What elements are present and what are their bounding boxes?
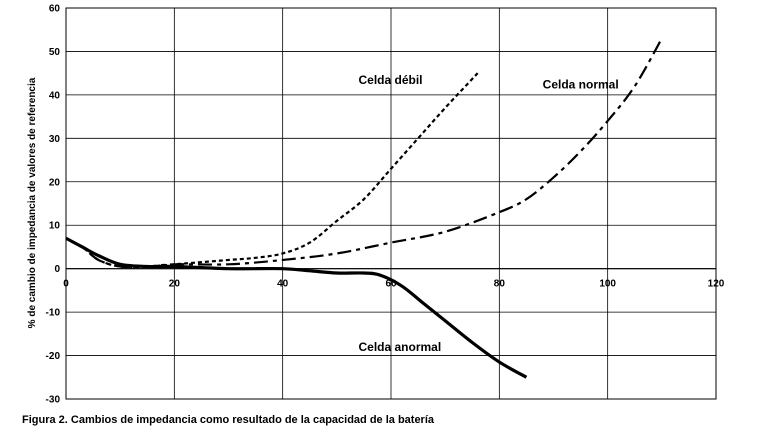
impedance-chart: 0 20 40 60 80 100 120 -30 -20 -10 0 10 20 30 40 50 60 C…: [27, 4, 725, 406]
figure-caption: Figura 2. Cambios de impedancia como res…: [22, 414, 435, 426]
x-tick-label: 60: [385, 279, 397, 290]
x-tick-label: 120: [708, 279, 725, 290]
chart-series: [65, 37, 663, 379]
x-axis-ticks: 0 20 40 60 80 100 120: [63, 279, 725, 290]
x-tick-label: 80: [494, 279, 506, 290]
y-tick-label: 60: [49, 4, 61, 15]
series-label: Celda anormal: [359, 340, 442, 354]
y-tick-label: -20: [46, 351, 61, 362]
series-label: Celda normal: [543, 77, 619, 91]
series-label: Celda débil: [359, 73, 423, 87]
y-axis-ticks: -30 -20 -10 0 10 20 30 40 50 60: [46, 4, 61, 406]
y-tick-label: -10: [46, 308, 61, 319]
chart-grid: [65, 7, 717, 400]
series-labels: Celda débil Celda normal Celda anormal: [359, 73, 619, 354]
y-tick-label: 10: [49, 221, 61, 232]
y-tick-label: 40: [49, 90, 61, 101]
x-tick-label: 20: [169, 279, 181, 290]
y-tick-label: 50: [49, 47, 61, 58]
y-tick-label: 0: [54, 264, 60, 275]
series-line-dashdot: [65, 37, 663, 269]
y-tick-label: 20: [49, 177, 61, 188]
series-line-dotted: [65, 72, 479, 269]
series-line-solid: [65, 236, 528, 379]
y-tick-label: -30: [46, 395, 61, 406]
y-tick-label: 30: [49, 134, 61, 145]
x-tick-label: 0: [63, 279, 69, 290]
x-tick-label: 40: [277, 279, 289, 290]
y-axis-label: % de cambio de impedancia de valores de …: [27, 77, 38, 328]
x-tick-label: 100: [599, 279, 616, 290]
